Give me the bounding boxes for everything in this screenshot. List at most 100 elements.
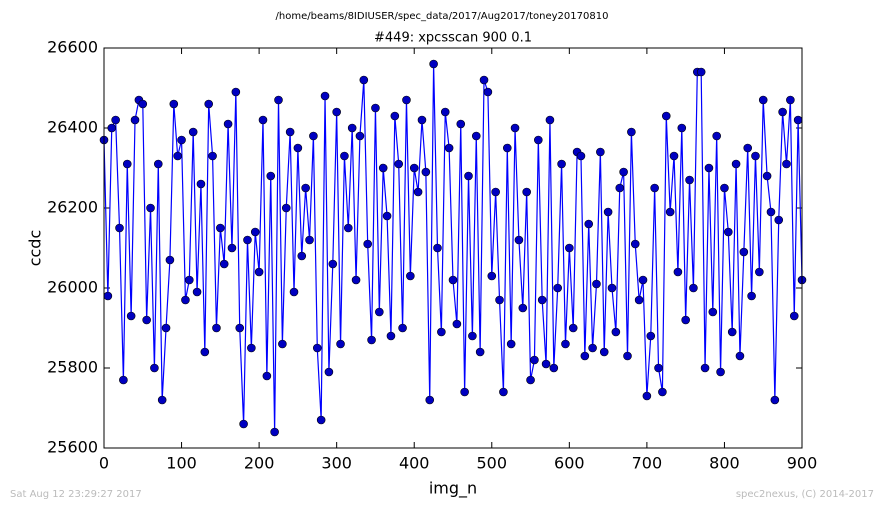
data-point <box>603 207 613 217</box>
data-point <box>165 255 175 265</box>
data-point <box>122 159 132 169</box>
data-point <box>584 219 594 229</box>
data-point <box>185 275 194 285</box>
data-point <box>658 387 667 397</box>
chart-title: /home/beams/8IDIUSER/spec_data/2017/Aug2… <box>276 11 609 22</box>
data-point <box>708 307 718 317</box>
data-point <box>735 351 745 361</box>
data-point <box>444 143 454 153</box>
data-point <box>526 375 535 385</box>
data-point <box>751 151 760 161</box>
data-point <box>324 367 334 377</box>
data-point <box>716 367 725 377</box>
data-point <box>247 343 256 353</box>
data-point <box>786 95 795 105</box>
y-tick-label: 26600 <box>47 38 98 57</box>
x-tick-label: 600 <box>554 454 585 473</box>
data-point <box>704 163 714 173</box>
data-point <box>289 287 299 297</box>
data-point <box>607 283 617 293</box>
data-point <box>534 135 543 145</box>
data-point <box>355 131 365 141</box>
data-point <box>115 223 124 233</box>
data-point <box>580 351 590 361</box>
data-point <box>413 187 423 197</box>
data-point <box>347 123 357 133</box>
data-point <box>576 151 586 161</box>
data-point <box>495 295 504 305</box>
data-point <box>336 339 345 349</box>
data-point <box>789 311 799 321</box>
data-point <box>406 271 415 281</box>
data-point <box>146 203 155 213</box>
y-tick-label: 25600 <box>47 438 98 457</box>
data-point <box>720 183 729 193</box>
plot-frame <box>103 47 803 449</box>
data-point <box>557 159 566 169</box>
data-point <box>696 67 706 77</box>
data-point <box>669 151 679 161</box>
data-point <box>188 127 198 137</box>
x-tick-label: 500 <box>477 454 508 473</box>
data-point <box>332 107 341 117</box>
data-point <box>755 267 764 277</box>
data-point <box>549 363 559 373</box>
data-point <box>274 95 283 105</box>
data-point <box>456 119 466 129</box>
data-point <box>363 239 372 249</box>
data-point <box>192 287 202 297</box>
data-point <box>630 239 640 249</box>
data-point <box>425 395 435 405</box>
data-point <box>774 215 784 225</box>
data-point <box>375 307 384 317</box>
data-line <box>103 63 803 433</box>
data-point <box>402 95 411 105</box>
data-point <box>545 115 555 125</box>
data-point <box>351 275 361 285</box>
data-point <box>208 151 217 161</box>
data-point <box>340 151 349 161</box>
data-point <box>770 395 780 405</box>
x-tick-label: 700 <box>632 454 663 473</box>
data-point <box>239 419 248 429</box>
plot-area: 0 100 200 300 400 500 600 700 800 900 25600 25800 26… <box>47 38 817 473</box>
data-point <box>223 119 233 129</box>
x-tick-label: 0 <box>99 454 109 473</box>
data-point <box>627 127 636 137</box>
data-point <box>646 331 656 341</box>
data-point <box>316 415 326 425</box>
data-point <box>654 363 663 373</box>
data-point <box>793 115 803 125</box>
data-point <box>739 247 749 257</box>
data-point <box>266 171 276 181</box>
data-point <box>390 111 400 121</box>
data-point <box>565 243 574 253</box>
data-point <box>460 387 469 397</box>
data-point <box>782 159 791 169</box>
data-point <box>471 131 481 141</box>
data-point <box>440 107 450 117</box>
data-point <box>464 171 473 181</box>
data-point <box>227 243 237 253</box>
data-point <box>173 151 182 161</box>
y-tick-label: 26000 <box>47 278 98 297</box>
y-tick-label: 26200 <box>47 198 98 217</box>
data-point <box>665 207 675 217</box>
data-point <box>243 235 252 245</box>
data-point <box>262 371 272 381</box>
data-point <box>177 135 186 145</box>
data-point <box>270 427 279 437</box>
data-point <box>258 115 268 125</box>
data-point <box>231 87 241 97</box>
data-point <box>398 323 407 333</box>
data-point <box>378 163 388 173</box>
data-point <box>250 227 260 237</box>
data-point <box>487 271 497 281</box>
data-point <box>421 167 431 177</box>
data-point <box>530 355 539 365</box>
data-point <box>142 315 151 325</box>
data-point <box>452 319 462 329</box>
data-point <box>553 283 563 293</box>
data-point <box>689 283 698 293</box>
